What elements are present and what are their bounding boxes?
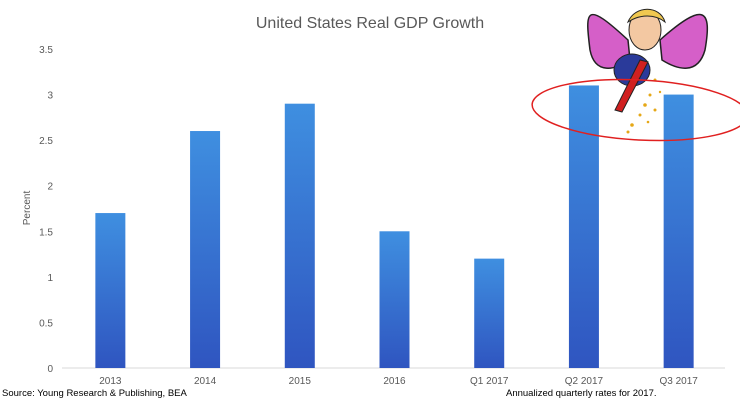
x-tick-label: 2015 xyxy=(289,376,312,387)
y-tick-label: 3 xyxy=(47,91,53,102)
y-axis-label: Percent xyxy=(22,191,33,226)
source-note: Source: Young Research & Publishing, BEA xyxy=(2,388,187,399)
bar-2015 xyxy=(284,103,315,368)
annualized-note: Annualized quarterly rates for 2017. xyxy=(506,388,657,399)
y-tick-label: 1.5 xyxy=(39,227,53,238)
x-tick-label: 2016 xyxy=(383,376,406,387)
butterfly-fairy-cartoon-icon xyxy=(587,8,709,134)
y-tick-label: 0.5 xyxy=(39,318,53,329)
x-tick-label: Q3 2017 xyxy=(659,376,698,387)
bar-2014 xyxy=(190,131,221,368)
x-tick-label: Q1 2017 xyxy=(470,376,509,387)
x-tick-label: 2014 xyxy=(194,376,217,387)
y-tick-label: 3.5 xyxy=(39,45,53,56)
x-tick-label: 2013 xyxy=(99,376,122,387)
bar-2016 xyxy=(379,231,410,368)
x-tick-label: Q2 2017 xyxy=(565,376,604,387)
y-tick-label: 2.5 xyxy=(39,136,53,147)
chart-title: United States Real GDP Growth xyxy=(256,15,484,32)
y-tick-label: 2 xyxy=(47,182,53,193)
bar-q1-2017 xyxy=(474,258,505,368)
bar-q2-2017 xyxy=(568,85,599,368)
y-tick-label: 0 xyxy=(47,364,53,375)
y-tick-label: 1 xyxy=(47,273,53,284)
bar-q3-2017 xyxy=(663,94,694,369)
highlight-ellipse xyxy=(531,78,740,142)
bar-2013 xyxy=(95,213,126,368)
